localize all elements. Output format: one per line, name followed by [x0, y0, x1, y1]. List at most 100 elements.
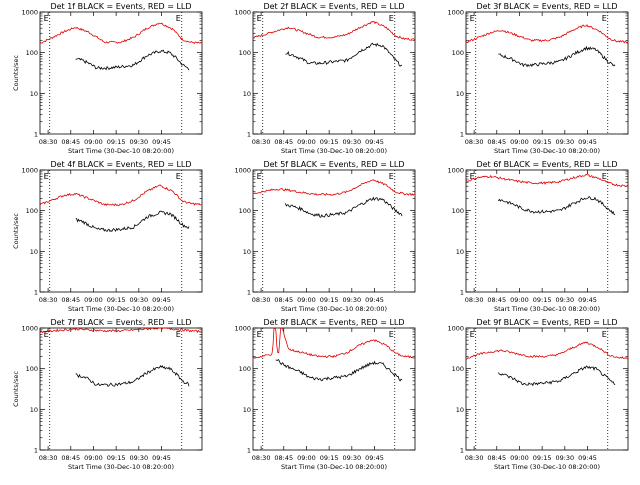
y-axis-label: Counts/sec: [12, 371, 20, 407]
x-tick-label: 09:45: [152, 454, 171, 462]
e-marker-label: E: [176, 172, 181, 181]
panel-1: Det 1f BLACK = Events, RED = LLD 1 10 100 10…: [12, 2, 203, 155]
events-series-line: [275, 359, 403, 382]
events-series-line: [498, 365, 616, 387]
x-axis-label: Start Time (30-Dec-10 08:20:00): [494, 147, 600, 155]
x-tick-label: 08:30: [252, 296, 271, 304]
x-tick-label: 09:45: [578, 296, 597, 304]
x-tick-label: 09:00: [510, 296, 529, 304]
plot-frame: [39, 327, 203, 451]
y-tick-label: 10: [30, 90, 38, 98]
x-tick-label: 09:15: [533, 454, 552, 462]
panel-title: Det 6f BLACK = Events, RED = LLD: [476, 160, 617, 169]
lld-series-line: [252, 327, 416, 359]
y-tick-label: 1: [34, 447, 38, 455]
x-tick-label: 09:45: [365, 454, 384, 462]
y-tick-label: 100: [26, 207, 38, 215]
y-tick-label: 100: [26, 365, 38, 373]
x-tick-label: 09:30: [555, 454, 574, 462]
y-tick-label: 1: [460, 447, 464, 455]
x-tick-label: 09:15: [107, 454, 126, 462]
events-series-line: [498, 195, 616, 216]
x-tick-label: 09:15: [320, 138, 339, 146]
panel-8: Det 8f BLACK = Events, RED = LLD 1 10 100 10…: [234, 318, 416, 471]
x-tick-label: 09:30: [129, 296, 148, 304]
e-marker-label: E: [176, 330, 181, 339]
x-tick-label: 09:30: [342, 296, 361, 304]
e-marker-label: E: [470, 172, 475, 181]
lld-series-line: [39, 22, 203, 45]
x-tick-label: 09:00: [84, 454, 103, 462]
x-tick-label: 08:30: [252, 454, 271, 462]
x-tick-label: 09:30: [555, 138, 574, 146]
x-tick-label: 09:00: [510, 454, 529, 462]
y-tick-label: 1000: [234, 325, 251, 333]
y-tick-label: 10: [456, 90, 464, 98]
y-tick-label: 10: [456, 248, 464, 256]
panel-9: Det 9f BLACK = Events, RED = LLD 1 10 100 10…: [447, 318, 629, 471]
x-tick-label: 08:45: [274, 454, 293, 462]
panel-7: Det 7f BLACK = Events, RED = LLD 1 10 100 10…: [12, 318, 203, 471]
lld-series-line: [465, 24, 629, 44]
x-axis-label: Start Time (30-Dec-10 08:20:00): [494, 463, 600, 471]
x-tick-label: 08:30: [465, 296, 484, 304]
lld-series-line: [465, 341, 629, 360]
x-tick-label: 09:30: [342, 138, 361, 146]
y-tick-label: 100: [239, 49, 251, 57]
x-tick-label: 09:15: [533, 296, 552, 304]
e-marker-label: E: [389, 172, 394, 181]
e-marker-label: E: [602, 172, 607, 181]
panel-title: Det 3f BLACK = Events, RED = LLD: [476, 2, 617, 11]
e-marker-label: E: [257, 172, 262, 181]
y-tick-label: 1: [34, 131, 38, 139]
x-tick-label: 09:00: [297, 138, 316, 146]
panel-6: Det 6f BLACK = Events, RED = LLD 1 10 100 10…: [447, 160, 629, 313]
e-marker-label: E: [389, 330, 394, 339]
y-tick-label: 1000: [21, 167, 38, 175]
x-tick-label: 09:45: [152, 296, 171, 304]
x-tick-label: 09:30: [129, 138, 148, 146]
x-tick-label: 09:45: [365, 296, 384, 304]
x-tick-label: 09:15: [533, 138, 552, 146]
x-axis-label: Start Time (30-Dec-10 08:20:00): [281, 305, 387, 313]
y-tick-label: 1000: [447, 9, 464, 17]
x-tick-label: 09:00: [297, 296, 316, 304]
e-marker-label: E: [257, 330, 262, 339]
events-series-line: [75, 365, 190, 387]
plot-frame: [465, 169, 629, 293]
x-tick-label: 09:00: [84, 296, 103, 304]
e-marker-label: E: [389, 14, 394, 23]
x-tick-label: 08:45: [274, 296, 293, 304]
x-tick-label: 09:00: [297, 454, 316, 462]
y-tick-label: 100: [452, 49, 464, 57]
events-series-line: [75, 210, 190, 233]
lld-series-line: [252, 179, 416, 196]
plot-frame: [39, 11, 203, 135]
events-series-line: [498, 45, 616, 68]
e-marker-label: E: [44, 330, 49, 339]
x-tick-label: 08:45: [61, 454, 80, 462]
y-tick-label: 1000: [21, 325, 38, 333]
x-tick-label: 08:45: [61, 138, 80, 146]
y-tick-label: 1: [34, 289, 38, 297]
e-marker-label: E: [44, 14, 49, 23]
e-marker-label: E: [257, 14, 262, 23]
lld-series-line: [465, 173, 629, 188]
y-tick-label: 1: [247, 131, 251, 139]
x-axis-label: Start Time (30-Dec-10 08:20:00): [281, 463, 387, 471]
y-tick-label: 100: [452, 365, 464, 373]
x-tick-label: 09:15: [320, 454, 339, 462]
panel-5: Det 5f BLACK = Events, RED = LLD 1 10 100 10…: [234, 160, 416, 313]
y-tick-label: 10: [30, 248, 38, 256]
y-axis-label: Counts/sec: [12, 213, 20, 249]
e-marker-label: E: [470, 14, 475, 23]
x-tick-label: 08:30: [39, 454, 58, 462]
plot-frame: [465, 11, 629, 135]
y-tick-label: 1000: [21, 9, 38, 17]
x-tick-label: 09:15: [107, 296, 126, 304]
y-tick-label: 10: [456, 406, 464, 414]
e-marker-label: E: [602, 14, 607, 23]
panel-4: Det 4f BLACK = Events, RED = LLD 1 10 100 10…: [12, 160, 203, 313]
